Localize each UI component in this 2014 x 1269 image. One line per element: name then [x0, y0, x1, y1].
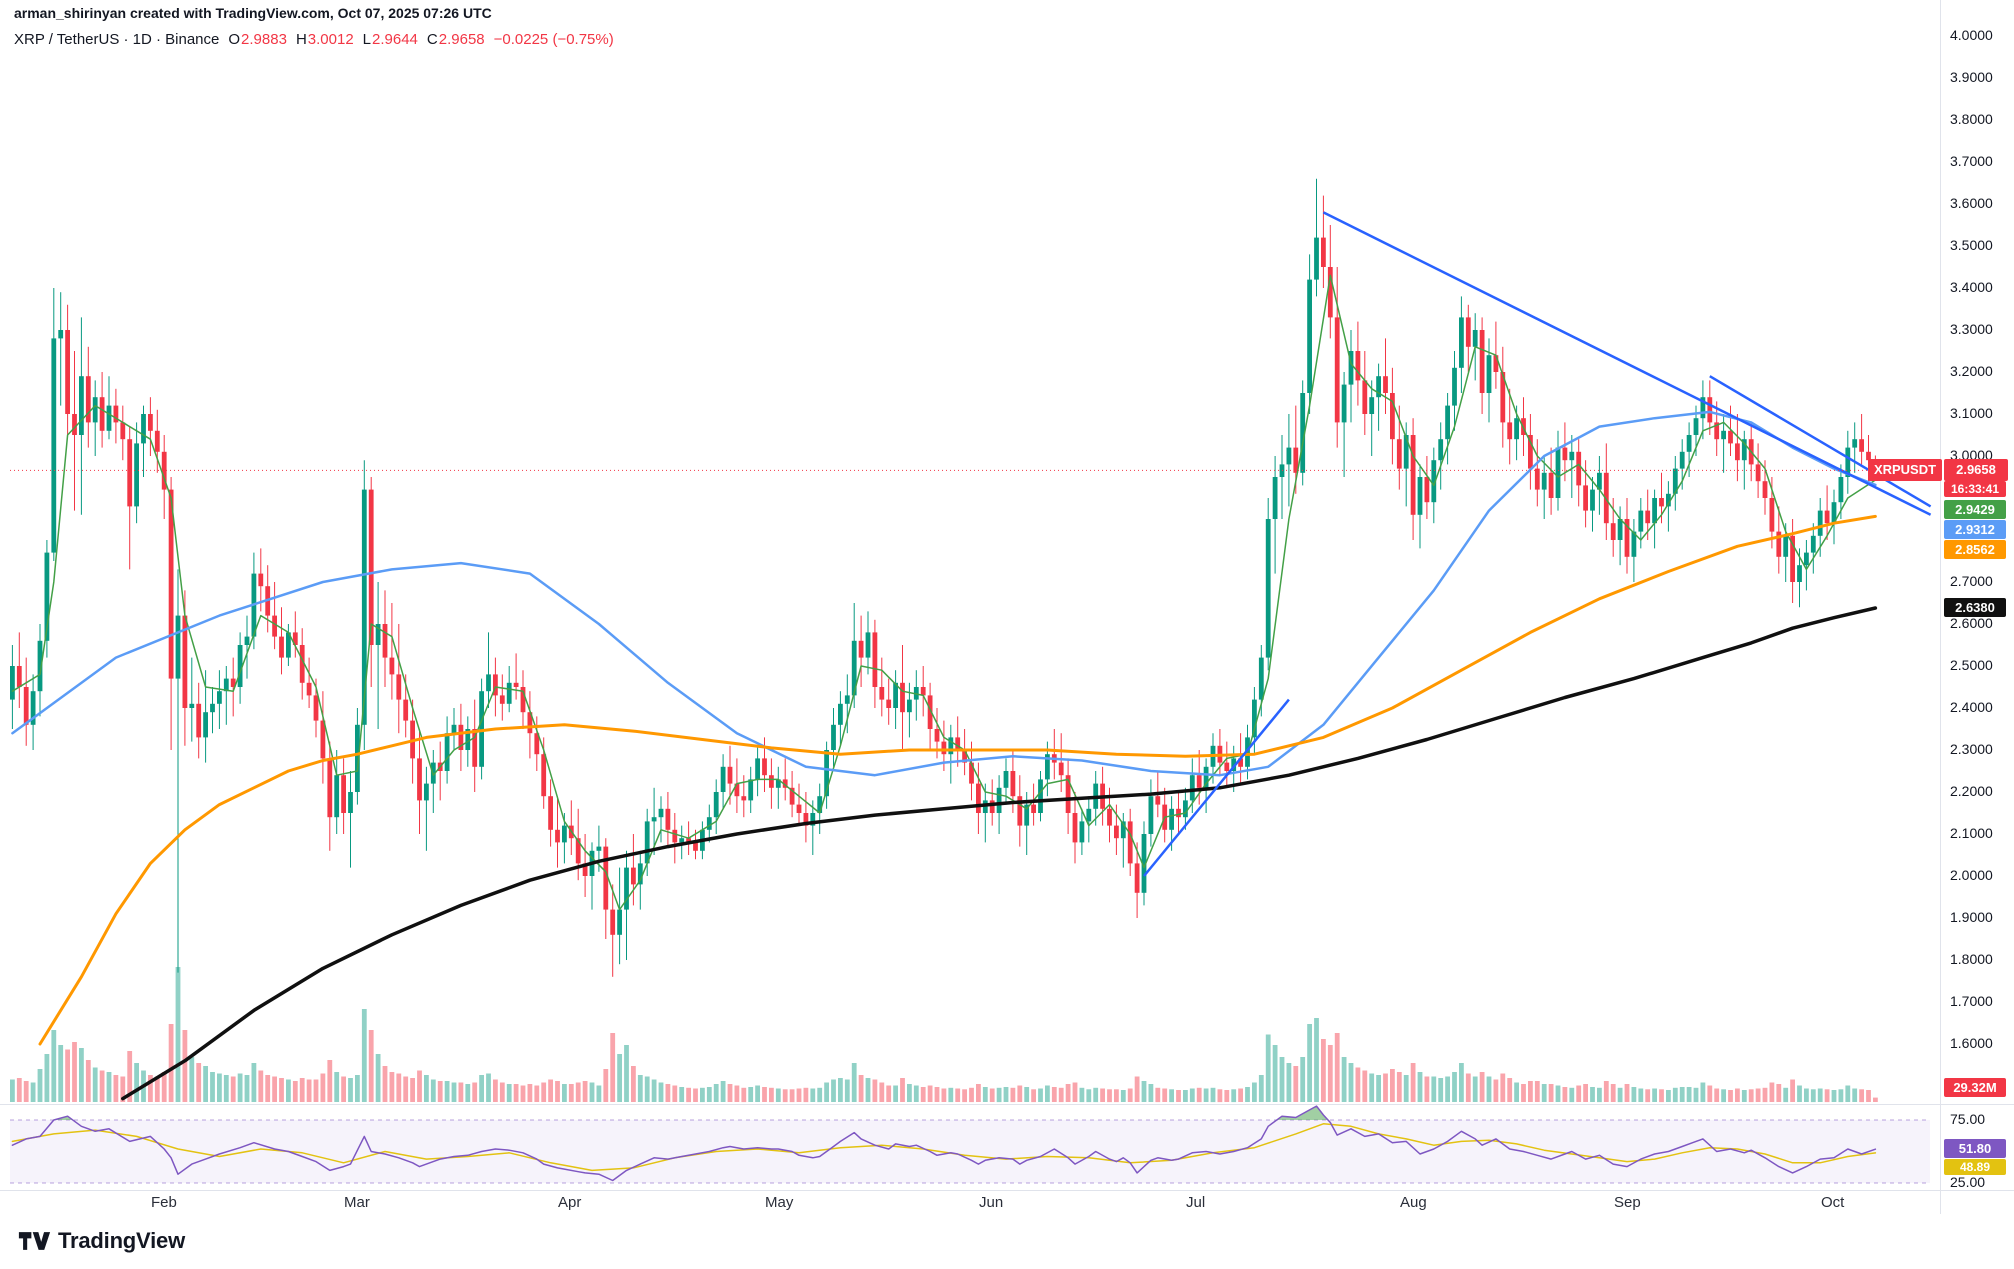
ohlc-low-value: 2.9644	[372, 31, 418, 48]
volume-badge: 29.32M	[1944, 1078, 2006, 1097]
symbol-tag: XRPUSDT	[1868, 459, 1942, 481]
ma-long-badge: 2.8562	[1944, 540, 2006, 559]
symbol-title: XRP / TetherUS · 1D · Binance	[14, 31, 220, 48]
price-tick: 1.8000	[1950, 951, 1993, 967]
ma-200-badge: 2.6380	[1944, 598, 2006, 617]
price-tick: 3.7000	[1950, 153, 1993, 169]
ma-short-badge: 2.9429	[1944, 500, 2006, 519]
price-tick: 3.6000	[1950, 195, 1993, 211]
ma-mid-badge: 2.9312	[1944, 520, 2006, 539]
price-tick: 2.5000	[1950, 657, 1993, 673]
price-tick: 2.0000	[1950, 867, 1993, 883]
symbol-legend[interactable]: XRP / TetherUS · 1D · Binance O 2.9883 H…	[14, 31, 614, 48]
time-tick: Apr	[558, 1194, 582, 1211]
price-tick: 3.9000	[1950, 69, 1993, 85]
ohlc-close-label: C	[426, 31, 438, 48]
ohlc-open-value: 2.9883	[241, 31, 287, 48]
ohlc-high-value: 3.0012	[307, 31, 354, 48]
price-tick: 1.9000	[1950, 909, 1993, 925]
ohlc-close-value: 2.9658	[438, 31, 485, 48]
ohlc-change: −0.0225 (−0.75%)	[493, 31, 614, 48]
last-price-badge: XRPUSDT 2.9658	[1868, 459, 2008, 481]
price-tick: 2.3000	[1950, 741, 1993, 757]
price-tick: 2.2000	[1950, 783, 1993, 799]
price-tick: 3.1000	[1950, 405, 1993, 421]
price-tick: 2.1000	[1950, 825, 1993, 841]
ohlc-high-label: H	[295, 31, 307, 48]
time-tick: Jul	[1186, 1194, 1206, 1211]
price-tick: 3.4000	[1950, 279, 1993, 295]
price-tick: 3.3000	[1950, 321, 1993, 337]
price-axis[interactable]: 4.0000 3.9000 3.8000 3.7000 3.6000 3.5000 3.40…	[1940, 0, 2014, 1214]
price-tick: 1.6000	[1950, 1035, 1993, 1051]
tradingview-logo-text: TradingView	[58, 1228, 185, 1253]
price-tick: 3.2000	[1950, 363, 1993, 379]
ohlc-open-label: O	[228, 31, 241, 48]
price-tick: 2.7000	[1950, 573, 1993, 589]
rsi-ma-badge: 48.89	[1944, 1159, 2006, 1175]
time-tick: Feb	[151, 1194, 177, 1211]
price-tick: 1.7000	[1950, 993, 1993, 1009]
rsi-badge: 51.80	[1944, 1139, 2006, 1158]
ohlc-low-label: L	[362, 31, 372, 48]
time-tick: Mar	[344, 1194, 370, 1211]
price-tick: 3.8000	[1950, 111, 1993, 127]
price-tick: 3.5000	[1950, 237, 1993, 253]
rsi-lower-band-label: 25.00	[1950, 1174, 1986, 1190]
time-tick: Sep	[1614, 1194, 1641, 1211]
last-price-value: 2.9658	[1944, 459, 2008, 481]
time-axis[interactable]: Feb Mar Apr May Jun Jul Aug Sep Oct	[0, 1192, 1940, 1214]
price-tick: 4.0000	[1950, 27, 1993, 43]
price-tick: 2.6000	[1950, 615, 1993, 631]
tradingview-logo-icon	[18, 1232, 51, 1250]
time-tick: Aug	[1400, 1194, 1427, 1211]
price-tick: 2.4000	[1950, 699, 1993, 715]
time-tick: May	[765, 1194, 794, 1211]
rsi-upper-band-label: 75.00	[1950, 1111, 1986, 1127]
time-tick: Oct	[1821, 1194, 1845, 1211]
attribution: arman_shirinyan created with TradingView…	[14, 5, 492, 21]
bar-countdown-badge: 16:33:41	[1944, 481, 2006, 497]
time-tick: Jun	[979, 1194, 1004, 1211]
tradingview-logo[interactable]: TradingView	[18, 1228, 185, 1254]
